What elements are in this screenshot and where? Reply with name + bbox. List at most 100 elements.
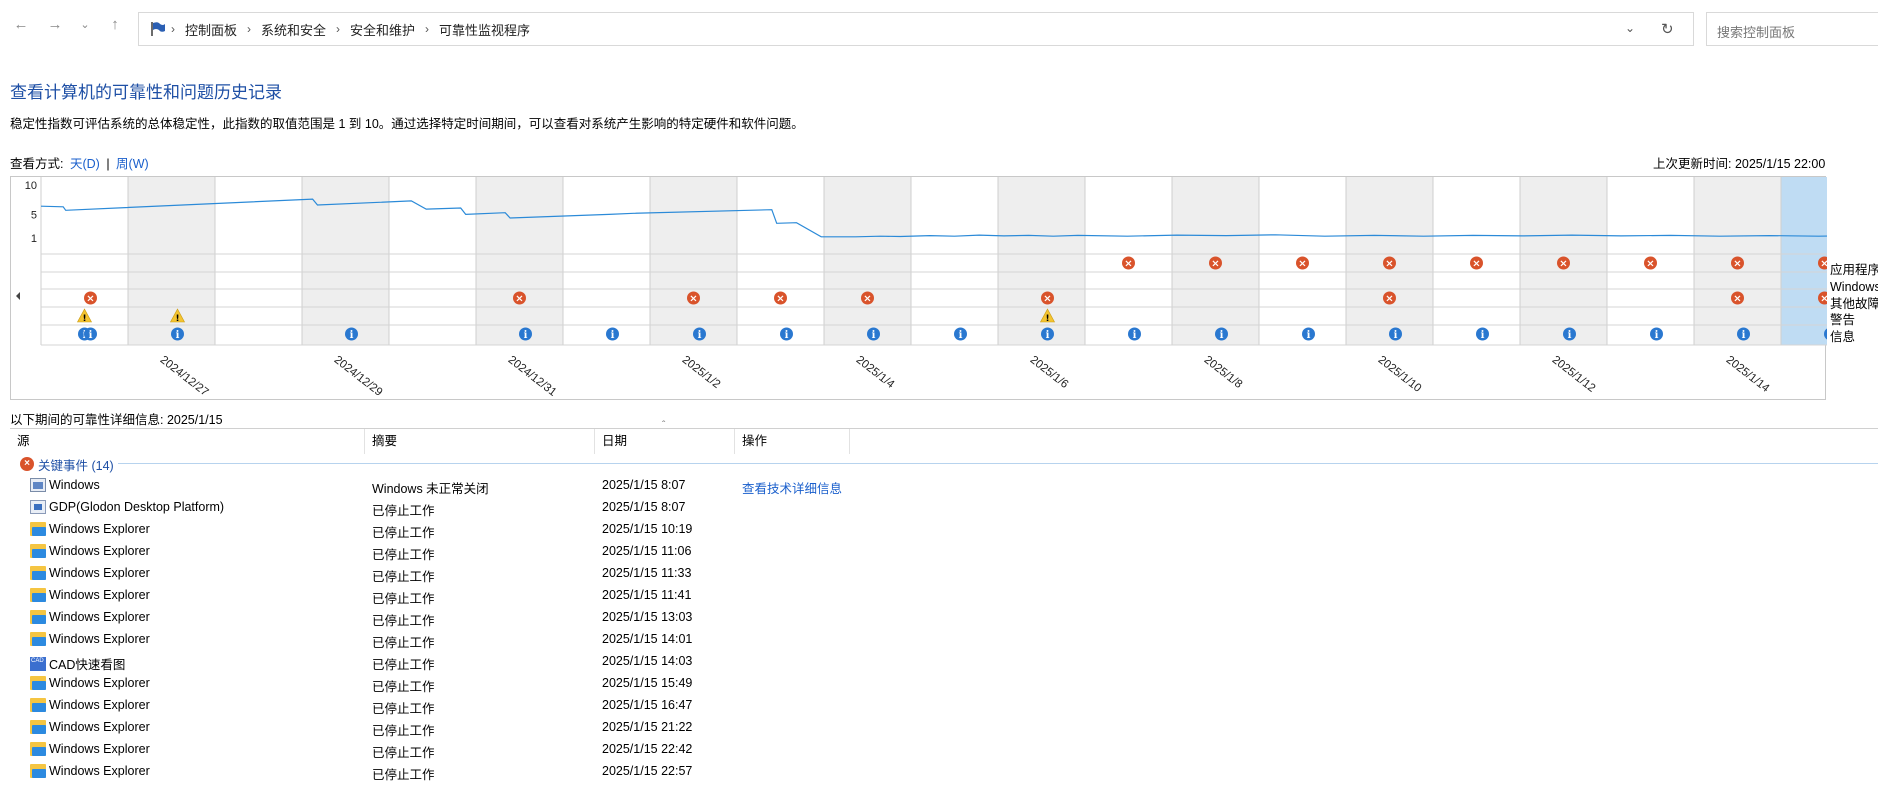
day-column (911, 177, 998, 345)
row-label-windows: Windows (1830, 279, 1878, 294)
info-mark: i (1133, 330, 1137, 341)
warning-event-icon (76, 308, 93, 323)
source-text: Windows Explorer (49, 610, 150, 624)
breadcrumb-control-panel[interactable]: 控制面板 (185, 22, 238, 38)
address-dropdown-icon[interactable]: ⌄ (1625, 21, 1636, 35)
source-text: CAD快速看图 (49, 658, 126, 672)
table-row[interactable]: Windows Explorer 已停止工作 2025/1/15 22:42 (10, 739, 1870, 761)
table-row[interactable]: Windows Explorer 已停止工作 2025/1/15 11:06 (10, 541, 1870, 563)
breadcrumb-separator: › (425, 22, 430, 36)
info-mark: i (872, 330, 876, 341)
source-cell: Windows Explorer (30, 522, 150, 536)
folder-icon (30, 764, 46, 778)
view-mode-label: 查看方式: (10, 157, 64, 171)
breadcrumb-reliability-monitor[interactable]: 可靠性监视程序 (439, 22, 531, 38)
info-mark: i (1394, 330, 1398, 341)
error-event-icon (513, 291, 526, 305)
source-cell: Windows Explorer (30, 610, 150, 624)
summary-cell: 已停止工作 (372, 570, 435, 584)
stability-index-line (40, 198, 1827, 238)
date-cell: 2025/1/15 21:22 (602, 720, 693, 734)
table-row[interactable]: Windows Explorer 已停止工作 2025/1/15 10:19 (10, 519, 1870, 541)
error-event-icon (1644, 256, 1657, 270)
column-header-action[interactable]: 操作 (735, 429, 850, 454)
info-mark: i (1220, 330, 1224, 341)
forward-button[interactable]: → (47, 16, 63, 33)
error-event-icon (1383, 291, 1396, 305)
table-row[interactable]: Windows Explorer 已停止工作 2025/1/15 11:33 (10, 563, 1870, 585)
source-text: Windows Explorer (49, 566, 150, 580)
table-row[interactable]: Windows Explorer 已停止工作 2025/1/15 21:22 (10, 717, 1870, 739)
refresh-icon[interactable]: ↻ (1661, 21, 1674, 38)
critical-events-group[interactable]: × 关键事件 (14) (20, 453, 114, 475)
info-mark: i (1655, 330, 1659, 341)
day-column (302, 177, 389, 345)
date-cell: 2025/1/15 14:03 (602, 654, 693, 668)
up-button[interactable]: ↑ (111, 16, 119, 33)
search-input[interactable]: 搜索控制面板 (1717, 25, 1796, 40)
breadcrumb-system-security[interactable]: 系统和安全 (261, 22, 327, 38)
info-mark: i (698, 330, 702, 341)
back-button[interactable]: ← (13, 16, 29, 33)
error-event-icon (1209, 256, 1222, 270)
info-event-icon (606, 327, 619, 341)
source-text: Windows Explorer (49, 742, 150, 756)
date-cell: 2025/1/15 22:42 (602, 742, 693, 756)
scroll-left-icon[interactable] (16, 292, 20, 300)
source-text: Windows Explorer (49, 522, 150, 536)
info-mark: i (785, 330, 789, 341)
view-technical-details-link[interactable]: 查看技术详细信息 (742, 482, 843, 496)
source-cell: Windows Explorer (30, 676, 150, 690)
summary-cell: 已停止工作 (372, 768, 435, 782)
day-column (215, 177, 302, 345)
summary-cell: 已停止工作 (372, 680, 435, 694)
table-row[interactable]: GDP(Glodon Desktop Platform) 已停止工作 2025/1/… (10, 497, 1870, 519)
source-cell: Windows Explorer (30, 632, 150, 646)
error-mark: × (1385, 294, 1393, 305)
column-header-date[interactable]: 日期 (595, 429, 735, 454)
source-text: Windows Explorer (49, 676, 150, 690)
source-text: Windows Explorer (49, 632, 150, 646)
summary-cell: 已停止工作 (372, 526, 435, 540)
reliability-chart[interactable]: 10 5 1 × × × × × × × × × × × × × × × × × ×!!! i i i i i i i i i i i i i i i… (10, 176, 1827, 401)
error-mark: × (1472, 259, 1480, 270)
y-tick-label: 1 (31, 233, 37, 245)
info-mark: i (176, 330, 180, 341)
table-row[interactable]: Windows Explorer 已停止工作 2025/1/15 16:47 (10, 695, 1870, 717)
column-header-source[interactable]: 源 (10, 429, 365, 454)
error-event-icon (861, 291, 874, 305)
error-mark: × (1385, 259, 1393, 270)
view-week-link[interactable]: 周(W) (116, 157, 149, 171)
table-row[interactable]: Windows Explorer 已停止工作 2025/1/15 14:01 (10, 629, 1870, 651)
view-day-link[interactable]: 天(D) (69, 157, 100, 171)
info-mark: i (1742, 330, 1746, 341)
table-row[interactable]: CAD快速看图 已停止工作 2025/1/15 14:03 (10, 651, 1870, 673)
source-cell: Windows Explorer (30, 544, 150, 558)
error-mark: × (1124, 259, 1132, 270)
table-row[interactable]: Windows Explorer 已停止工作 2025/1/15 11:41 (10, 585, 1870, 607)
table-row[interactable]: Windows Windows 未正常关闭 2025/1/15 8:07 查看技术详细… (10, 475, 1870, 497)
source-cell: Windows Explorer (30, 742, 150, 756)
error-mark: × (689, 294, 697, 305)
error-event-icon (774, 291, 787, 305)
day-column (737, 177, 824, 345)
info-mark: i (1481, 330, 1485, 341)
address-bar[interactable]: › 控制面板 › 系统和安全 › 安全和维护 › 可靠性监视程序 ⌄ ↻ (138, 12, 1694, 46)
info-event-icon (171, 327, 184, 341)
x-tick-label: 2024/12/27 (158, 354, 211, 399)
error-mark: × (1733, 259, 1741, 270)
day-column (650, 177, 737, 345)
column-header-summary[interactable]: 摘要 (365, 429, 595, 454)
search-box[interactable]: 搜索控制面板 (1706, 12, 1878, 46)
table-row[interactable]: Windows Explorer 已停止工作 2025/1/15 22:57 (10, 761, 1870, 783)
recent-locations-button[interactable]: ⌄ (80, 19, 90, 31)
day-column (476, 177, 563, 345)
breadcrumb-security-maintenance[interactable]: 安全和维护 (350, 22, 416, 38)
source-cell: GDP(Glodon Desktop Platform) (30, 500, 224, 514)
error-event-icon (1470, 256, 1483, 270)
table-row[interactable]: Windows Explorer 已停止工作 2025/1/15 15:49 (10, 673, 1870, 695)
table-row[interactable]: Windows Explorer 已停止工作 2025/1/15 13:03 (10, 607, 1870, 629)
group-divider (118, 463, 1878, 464)
source-cell: Windows Explorer (30, 566, 150, 580)
